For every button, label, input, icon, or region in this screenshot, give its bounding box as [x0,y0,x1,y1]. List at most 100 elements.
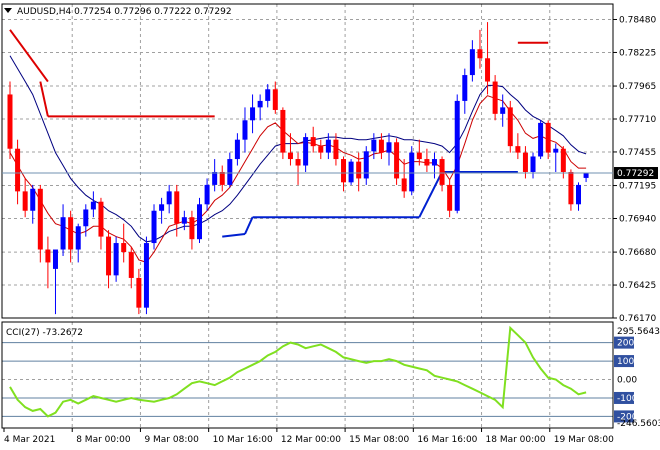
candle-bear [287,152,293,160]
resistance-level-line [9,29,49,83]
candle-bear [7,94,13,149]
candle-bull [257,100,263,108]
candle-bull [143,243,149,308]
x-tick-label: 4 Mar 2021 [4,435,55,445]
candle-bear [401,178,407,192]
moving-averages [9,55,587,263]
y-tick-label: 0.77195 [619,182,656,192]
candle-bull [576,184,581,205]
main-panel-frame [1,3,614,319]
candle-bear [492,81,498,114]
y-tick-label: 0.77455 [619,148,656,158]
candle-bull [113,243,119,276]
candle-bear [507,107,513,147]
y-tick-label: 0.76425 [619,281,656,291]
candle-bull [583,173,589,178]
cci-level-label: -200 [617,412,638,422]
candle-bull [469,49,475,76]
candle-bull [431,159,437,166]
candle-bull [52,249,58,269]
y-tick-label: 0.77710 [619,115,656,125]
candle-bear [68,217,74,250]
candle-bull [227,159,233,185]
candle-bull [538,122,544,157]
candle-bear [136,277,142,308]
candle-bull [348,161,354,183]
cci-level-label: -100 [617,394,638,404]
candle-bear [341,159,347,183]
current-price-tag [614,167,658,180]
cci-level-label: 100 [617,357,634,367]
support-level-line [418,171,443,218]
candle-bear [272,89,278,110]
cci-level-tag [614,410,634,423]
axes: 0.78480 0.78225 0.77965 0.77710 0.77455 0.771… [1,3,656,445]
candle-bull [303,137,309,166]
price-marker: 0.77292 [2,167,658,180]
cci-level-tag [614,355,634,368]
x-tick-label: 18 Mar 00:00 [486,435,546,445]
collapse-triangle-icon[interactable] [4,8,12,13]
support-level-line [244,216,254,235]
x-tick-label: 9 Mar 08:00 [144,435,199,445]
candle-bear [128,252,134,278]
cci-level-label: 200 [617,339,634,349]
candle-bull [60,217,66,250]
candle-bull [386,142,392,153]
x-tick-label: 16 Mar 16:00 [417,435,477,445]
candle-bull [166,191,172,205]
candle-bull [197,204,202,240]
candle-bear [15,148,21,192]
candle-bull [454,100,460,211]
candle-bull [500,107,506,114]
candle-bear [568,171,574,205]
candle-bull [204,184,210,205]
support-level-line [222,233,246,238]
cci-level-label: 0.00 [617,376,637,386]
x-tick-label: 10 Mar 16:00 [213,435,273,445]
cci-level-tag [614,391,634,404]
candle-bear [356,161,362,179]
candle-bear [515,146,521,153]
cci-label: CCI(27) -73.2672 [6,328,83,338]
candle-bull [151,210,157,244]
candle-bull [159,204,165,211]
x-tick-label: 12 Mar 00:00 [281,435,341,445]
candle-bull [530,156,536,172]
candle-bull [409,152,415,192]
candle-bear [477,49,483,59]
candle-bear [37,188,43,250]
candle-bear [394,142,400,179]
y-tick-label: 0.76170 [619,314,656,324]
y-tick-label: 0.78225 [619,48,656,58]
candle-bear [174,191,180,224]
candle-bull [242,120,248,140]
y-tick-label: 0.76680 [619,248,656,258]
candle-bear [378,139,384,153]
candle-bull [212,171,218,185]
candle-bear [545,122,551,153]
y-tick-label: 0.76940 [619,215,656,225]
candle-bull [363,151,369,179]
candle-bear [189,217,195,240]
candle-bull [30,188,36,211]
candle-bear [280,109,286,153]
candle-bear [219,171,225,185]
candle-bull [325,139,331,153]
candle-bull [371,139,377,152]
candle-bear [318,146,324,153]
candle-bear [416,152,422,160]
cci-panel: 200 100 0.00 -100 -200 [2,325,638,423]
x-tick-label: 8 Mar 00:00 [76,435,131,445]
candle-bull [75,226,81,250]
cci-max-label: 295.5643 [617,327,660,337]
cci-min-label: -246.5603 [617,419,660,429]
candle-bear [560,148,566,172]
candle-bear [447,184,453,211]
candle-bull [462,75,468,101]
candle-bull [265,89,271,101]
candle-bull [83,209,89,227]
candle-bear [439,159,445,185]
